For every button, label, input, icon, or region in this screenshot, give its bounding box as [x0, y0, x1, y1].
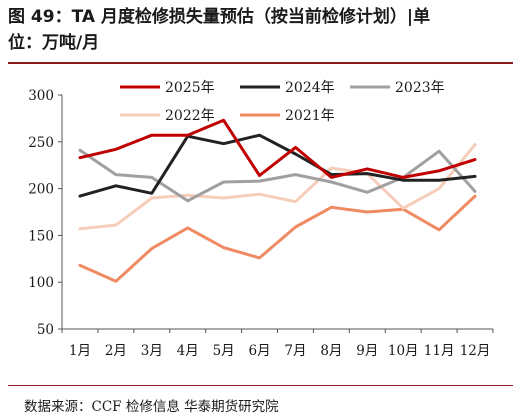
- x-tick-label: 5月: [213, 343, 235, 359]
- x-tick-label: 1月: [69, 343, 91, 359]
- x-tick-label: 8月: [320, 343, 342, 359]
- chart-title: 图 49：TA 月度检修损失量预估（按当前检修计划）|单 位：万吨/月: [8, 4, 513, 56]
- x-tick-label: 7月: [284, 343, 306, 359]
- legend-label-2023年: 2023年: [395, 80, 445, 96]
- x-tick-label: 9月: [356, 343, 378, 359]
- line-chart: 300 250 200 150 100 50 1月 2月 3月 4月 5月 6月 7月 8月 9月 10月 11…: [28, 80, 494, 359]
- y-tick-label: 250: [28, 135, 54, 151]
- legend-label-2025年: 2025年: [165, 80, 215, 96]
- x-tick-label: 12月: [460, 343, 491, 359]
- series-line-2021年: [78, 194, 477, 283]
- y-tick-label: 150: [28, 228, 54, 244]
- y-tick-label: 200: [28, 182, 54, 198]
- source-note: 数据来源：CCF 检修信息 华泰期货研究院: [24, 399, 279, 415]
- title-divider: [8, 62, 513, 64]
- x-tick-label: 10月: [388, 343, 419, 359]
- x-tick-label: 2月: [105, 343, 127, 359]
- legend-label-2022年: 2022年: [165, 108, 215, 124]
- source-divider: [8, 385, 513, 386]
- x-tick-label: 4月: [177, 343, 199, 359]
- x-tick-label: 3月: [141, 343, 163, 359]
- x-tick-label: 6月: [248, 343, 270, 359]
- legend-label-2021年: 2021年: [285, 108, 335, 124]
- chart-title-line-1: 图 49：TA 月度检修损失量预估（按当前检修计划）|单: [8, 7, 431, 27]
- series-line-2025年: [78, 118, 477, 179]
- y-tick-label: 300: [28, 88, 54, 104]
- series-line-2023年: [78, 148, 477, 203]
- series-line-2022年: [78, 143, 477, 231]
- y-tick-label: 50: [37, 322, 54, 338]
- chart-title-line-2: 位：万吨/月: [8, 33, 100, 53]
- y-tick-label: 100: [28, 275, 54, 291]
- x-tick-label: 11月: [424, 343, 455, 359]
- legend-label-2024年: 2024年: [285, 80, 335, 96]
- series-line-2024年: [78, 133, 477, 198]
